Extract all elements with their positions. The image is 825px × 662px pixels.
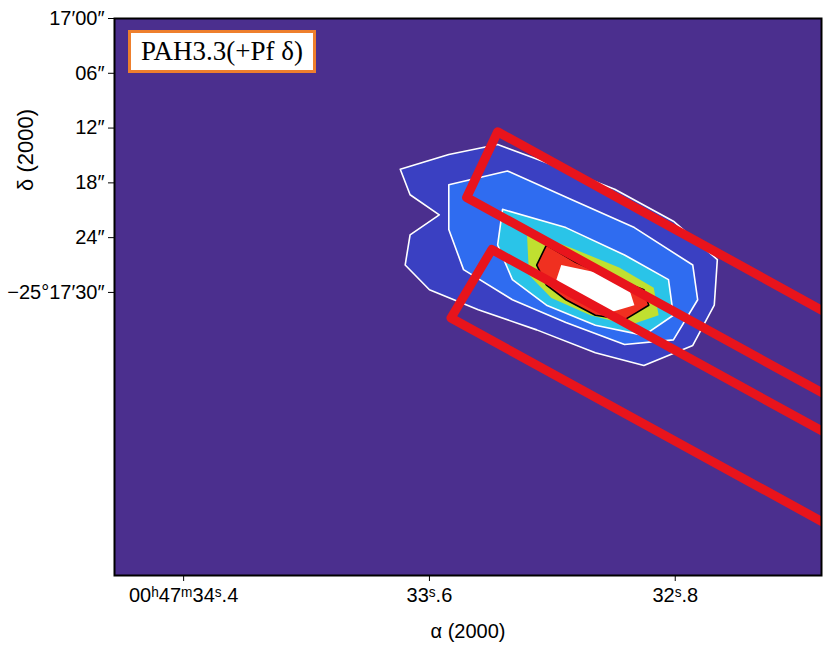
svg-text:24″: 24″ xyxy=(75,226,104,248)
svg-text:17′00″: 17′00″ xyxy=(49,7,104,29)
svg-text:−25°17′30″: −25°17′30″ xyxy=(7,281,104,303)
svg-text:12″: 12″ xyxy=(75,116,104,138)
svg-text:18″: 18″ xyxy=(75,171,104,193)
svg-text:α (2000): α (2000) xyxy=(431,620,506,642)
svg-text:00ʰ47ᵐ34ˢ.4: 00ʰ47ᵐ34ˢ.4 xyxy=(129,584,238,606)
svg-text:33ˢ.6: 33ˢ.6 xyxy=(407,584,453,606)
svg-text:06″: 06″ xyxy=(75,62,104,84)
html-text:δ (2000): δ (2000) xyxy=(13,109,38,191)
html-text:PAH3.3(+Pf δ): PAH3.3(+Pf δ) xyxy=(141,36,303,66)
svg-text:32ˢ.8: 32ˢ.8 xyxy=(652,584,698,606)
